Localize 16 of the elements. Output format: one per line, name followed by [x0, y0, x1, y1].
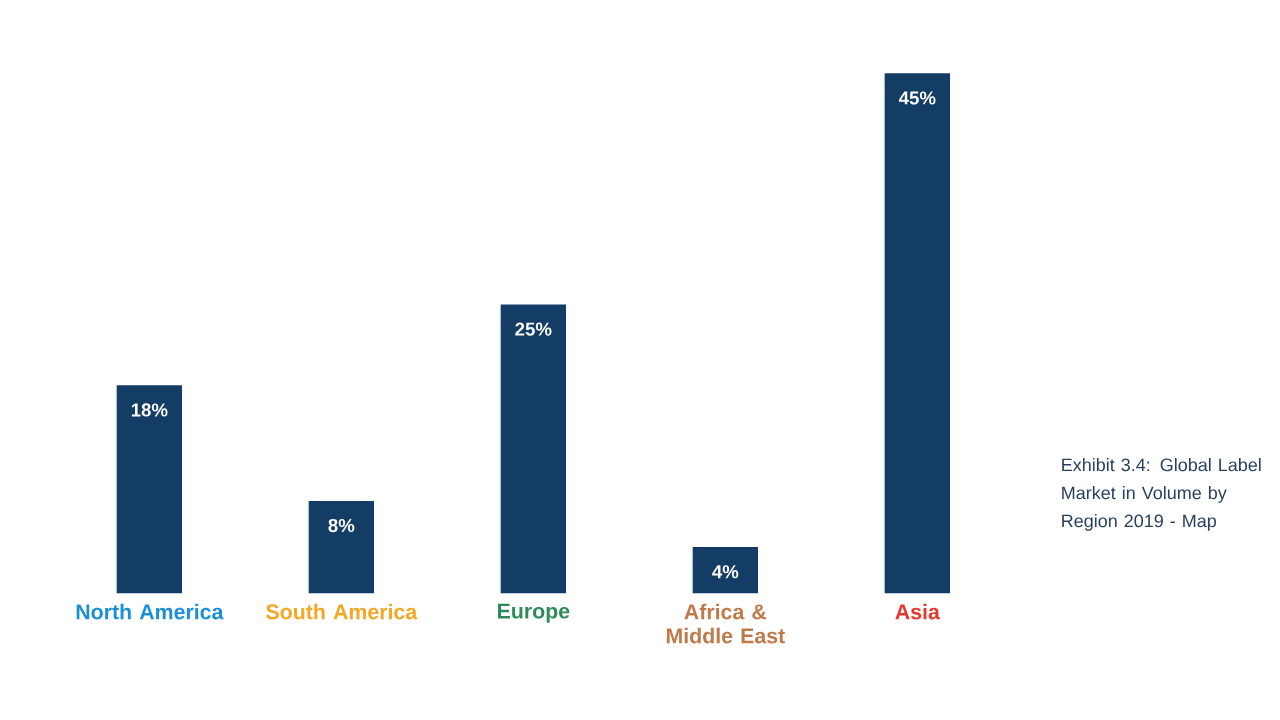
- x-tick-label: South America: [266, 603, 418, 620]
- data-label: 25%: [515, 322, 552, 336]
- bar: [500, 304, 567, 594]
- text: Exhibit 3.4: Global Label Market in Volume by Region 2019 - Map: [1062, 458, 1261, 531]
- data-label: 18%: [131, 403, 168, 417]
- x-tick-label: Asia: [895, 603, 940, 620]
- data-label: 4%: [712, 565, 739, 579]
- bar: [116, 385, 183, 594]
- bar: [692, 547, 758, 594]
- bar: [308, 500, 375, 594]
- data-label: 8%: [328, 518, 355, 533]
- x-tick-label: North America: [76, 603, 224, 620]
- x-tick-label: Africa & Middle East: [666, 603, 785, 644]
- bar: [884, 73, 950, 594]
- data-label: 45%: [898, 91, 936, 105]
- x-tick-label: Europe: [498, 603, 570, 623]
